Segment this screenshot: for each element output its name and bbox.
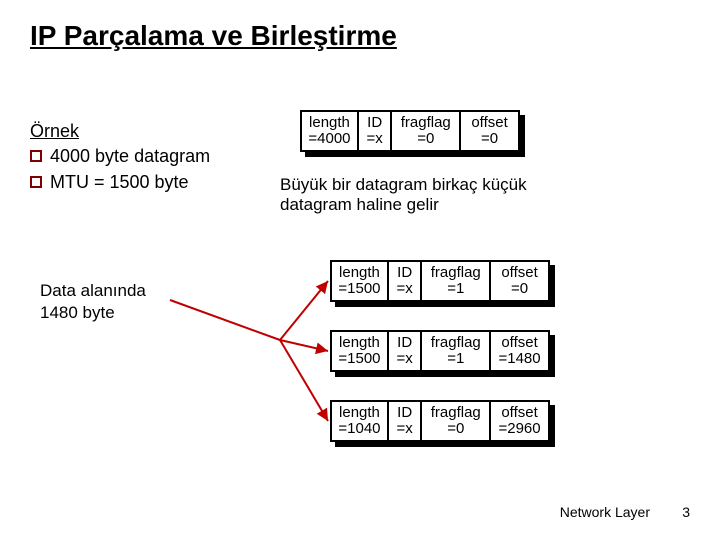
cell-value: =0 [396,131,455,148]
cell-label: fragflag [426,265,485,282]
dgram-cell-id: ID =x [359,112,392,150]
cell-label: ID [393,265,416,282]
example-label: Örnek [30,120,230,143]
cell-value: =1040 [336,421,383,438]
dgram-cell-fragflag: fragflag =0 [392,112,461,150]
cell-label: fragflag [426,335,485,352]
dgram-cell-length: length=1500 [332,262,389,300]
cell-value: =x [363,131,386,148]
fragment-datagram: length=1040 ID=x fragflag=0 offset=2960 [330,400,550,442]
dgram-cell-length: length=1500 [332,332,389,370]
cell-value: =1500 [336,281,383,298]
cell-value: =0 [495,281,544,298]
cell-label: ID [393,335,416,352]
dgram-cell-fragflag: fragflag=1 [422,262,491,300]
big-datagram: length =4000 ID =x fragflag =0 offset =0 [300,110,520,152]
cell-label: length [336,405,383,422]
cell-label: length [336,335,383,352]
caption-line: datagram haline gelir [280,195,527,215]
dgram-cell-id: ID=x [389,332,422,370]
page-title: IP Parçalama ve Birleştirme [30,20,397,52]
bullet-text: 4000 byte datagram [50,145,210,168]
cell-value: =1 [426,351,485,368]
bullet-text: MTU = 1500 byte [50,171,189,194]
dgram-cell-length: length =4000 [302,112,359,150]
cell-label: length [306,115,353,132]
cell-value: =2960 [495,421,544,438]
cell-value: =4000 [306,131,353,148]
fragmentation-caption: Büyük bir datagram birkaç küçük datagram… [280,175,527,216]
fragment-datagram: length=1500 ID=x fragflag=1 offset=0 [330,260,550,302]
bullet-row: MTU = 1500 byte [30,171,230,194]
bullet-row: 4000 byte datagram [30,145,230,168]
cell-label: offset [495,335,544,352]
cell-value: =x [393,421,416,438]
cell-value: =0 [465,131,514,148]
cell-label: offset [495,405,544,422]
cell-value: =x [393,351,416,368]
caption-line: Büyük bir datagram birkaç küçük [280,175,527,195]
fragment-datagram: length=1500 ID=x fragflag=1 offset=1480 [330,330,550,372]
data-note: Data alanında 1480 byte [40,280,146,324]
cell-label: offset [495,265,544,282]
dgram-cell-id: ID=x [389,402,422,440]
example-block: Örnek 4000 byte datagram MTU = 1500 byte [30,120,230,194]
footer-page-number: 3 [682,504,690,520]
cell-value: =1480 [495,351,544,368]
dgram-cell-offset: offset=0 [491,262,548,300]
cell-label: ID [393,405,416,422]
dgram-cell-fragflag: fragflag=0 [422,402,491,440]
cell-label: ID [363,115,386,132]
cell-label: offset [465,115,514,132]
bullet-icon [30,150,42,162]
dgram-cell-id: ID=x [389,262,422,300]
footer-label: Network Layer [560,504,650,520]
dgram-cell-offset: offset=2960 [491,402,548,440]
cell-value: =0 [426,421,485,438]
cell-label: fragflag [396,115,455,132]
cell-label: fragflag [426,405,485,422]
cell-value: =x [393,281,416,298]
cell-label: length [336,265,383,282]
dgram-cell-length: length=1040 [332,402,389,440]
dgram-cell-offset: offset=1480 [491,332,548,370]
dgram-cell-fragflag: fragflag=1 [422,332,491,370]
cell-value: =1500 [336,351,383,368]
dgram-cell-offset: offset =0 [461,112,518,150]
data-note-line: Data alanında [40,280,146,302]
cell-value: =1 [426,281,485,298]
bullet-icon [30,176,42,188]
data-note-line: 1480 byte [40,302,146,324]
